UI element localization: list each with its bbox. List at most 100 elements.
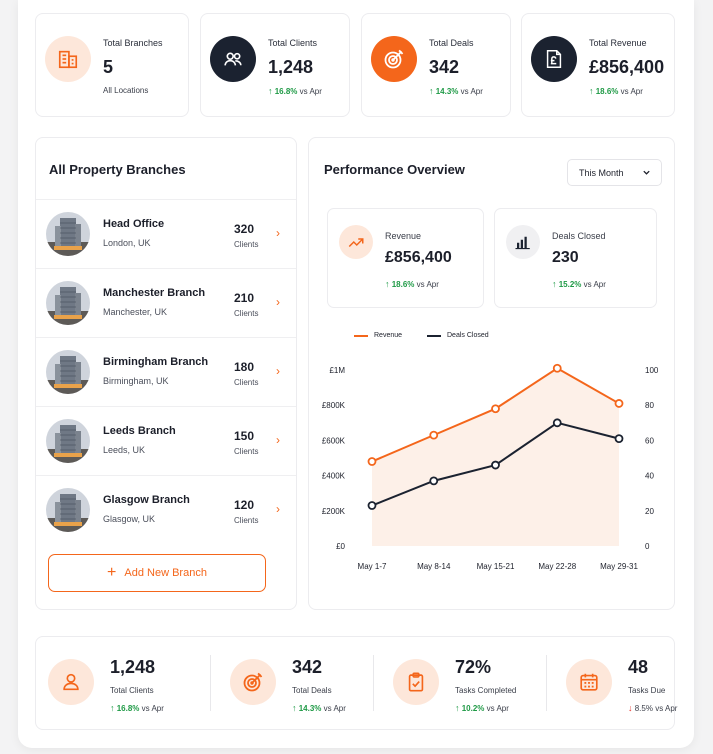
change-period: vs Apr xyxy=(299,87,322,96)
chevron-right-icon[interactable]: › xyxy=(276,502,280,516)
stat-value: 1,248 xyxy=(268,57,314,77)
change-period: vs Apr xyxy=(141,704,164,713)
legend-swatch xyxy=(354,334,368,337)
revenue-card[interactable]: Revenue £856,400 ↑ 18.6% vs Apr xyxy=(327,208,484,308)
summary-tasks-completed[interactable]: 72% Tasks Completed ↑ 10.2% vs Apr xyxy=(393,637,543,727)
branch-name: Birmingham Branch xyxy=(103,356,209,368)
y-right-tick-label: 100 xyxy=(645,366,659,375)
chevron-right-icon[interactable]: › xyxy=(276,433,280,447)
stat-card-total-clients[interactable]: Total Clients 1,248 ↑ 16.8% vs Apr xyxy=(200,13,350,117)
deals-closed-card[interactable]: Deals Closed 230 ↑ 15.2% vs Apr xyxy=(494,208,657,308)
deals-closed-point xyxy=(552,418,562,428)
trend-up-icon xyxy=(339,225,373,259)
chevron-right-icon[interactable]: › xyxy=(276,295,280,309)
revenue-value: £856,400 xyxy=(385,249,452,266)
deals-closed-point xyxy=(429,476,439,486)
period-select[interactable]: This Month xyxy=(567,159,662,186)
y-right-tick-label: 0 xyxy=(645,542,650,551)
change-period: vs Apr xyxy=(323,704,346,713)
branch-client-label: Clients xyxy=(234,378,259,387)
x-tick-label: May 8-14 xyxy=(417,562,451,571)
branch-row-glasgow[interactable]: Glasgow Branch Glasgow, UK 120 Clients › xyxy=(36,475,296,544)
y-right-tick-label: 80 xyxy=(645,401,654,410)
summary-label: Total Clients xyxy=(110,686,154,695)
stat-change: ↑ 16.8% vs Apr xyxy=(268,86,322,96)
revenue-area xyxy=(372,368,619,546)
add-branch-label: Add New Branch xyxy=(124,567,207,579)
divider xyxy=(210,655,211,711)
change-value: 18.6% xyxy=(391,280,415,289)
revenue-point xyxy=(552,363,562,373)
change-value: 16.8% xyxy=(274,87,298,96)
branch-location: London, UK xyxy=(103,238,151,248)
change-value: 14.3% xyxy=(435,87,459,96)
branch-client-label: Clients xyxy=(234,309,259,318)
branch-name: Glasgow Branch xyxy=(103,494,190,506)
summary-label: Tasks Due xyxy=(628,686,666,695)
stat-sub: All Locations xyxy=(103,86,149,95)
summary-total-deals[interactable]: 342 Total Deals ↑ 14.3% vs Apr xyxy=(230,637,380,727)
legend-label: Revenue xyxy=(374,332,403,339)
summary-change: ↓ 8.5% vs Apr xyxy=(628,703,677,713)
y-right-tick-label: 60 xyxy=(645,436,654,445)
arrow-up-icon: ↑ xyxy=(385,279,390,289)
change-period: vs Apr xyxy=(416,280,439,289)
target-icon xyxy=(371,36,417,82)
stat-label: Total Branches xyxy=(103,38,163,48)
chevron-right-icon[interactable]: › xyxy=(276,226,280,240)
branch-name: Manchester Branch xyxy=(103,287,206,299)
dashboard-page: Total Branches 5 All Locations Total Cli… xyxy=(18,0,694,748)
add-branch-button[interactable]: + Add New Branch xyxy=(48,554,266,592)
branch-location: Manchester, UK xyxy=(103,307,168,317)
stat-card-total-revenue[interactable]: Total Revenue £856,400 ↑ 18.6% vs Apr xyxy=(521,13,675,117)
revenue-point xyxy=(429,430,439,440)
deals-closed-label: Deals Closed xyxy=(552,231,606,241)
branch-location: Birmingham, UK xyxy=(103,376,169,386)
branch-client-label: Clients xyxy=(234,240,259,249)
stat-label: Total Clients xyxy=(268,38,318,48)
change-period: vs Apr xyxy=(583,280,606,289)
stat-card-total-deals[interactable]: Total Deals 342 ↑ 14.3% vs Apr xyxy=(361,13,511,117)
branch-client-count: 120 xyxy=(234,498,255,512)
building-icon xyxy=(45,36,91,82)
branches-panel: All Property Branches Head Office London… xyxy=(35,137,297,610)
revenue-change: ↑ 18.6% vs Apr xyxy=(385,279,439,289)
summary-label: Tasks Completed xyxy=(455,686,517,695)
legend-label: Deals Closed xyxy=(447,332,489,339)
clipboard-check-icon xyxy=(393,659,439,705)
summary-change: ↑ 16.8% vs Apr xyxy=(110,703,164,713)
chevron-right-icon[interactable]: › xyxy=(276,364,280,378)
branch-row-head-office[interactable]: Head Office London, UK 320 Clients › xyxy=(36,199,296,268)
revenue-point xyxy=(367,457,377,466)
target-icon xyxy=(230,659,276,705)
building-thumbnail xyxy=(46,419,90,463)
branch-client-count: 180 xyxy=(234,360,255,374)
arrow-up-icon: ↑ xyxy=(552,279,557,289)
arrow-up-icon: ↑ xyxy=(292,703,297,713)
summary-tasks-due[interactable]: 48 Tasks Due ↓ 8.5% vs Apr xyxy=(566,637,677,727)
stat-card-total-branches[interactable]: Total Branches 5 All Locations xyxy=(35,13,189,117)
deals-closed-point xyxy=(367,501,377,510)
arrow-up-icon: ↑ xyxy=(455,703,460,713)
pound-document-icon xyxy=(531,36,577,82)
summary-total-clients[interactable]: 1,248 Total Clients ↑ 16.8% vs Apr xyxy=(48,637,198,727)
y-right-tick-label: 20 xyxy=(645,507,654,516)
branches-title: All Property Branches xyxy=(49,162,186,177)
change-period: vs Apr xyxy=(655,704,678,713)
change-value: 8.5% xyxy=(634,704,653,713)
branch-client-count: 320 xyxy=(234,222,255,236)
change-value: 10.2% xyxy=(461,704,485,713)
plus-icon: + xyxy=(107,564,117,581)
deals-closed-point xyxy=(614,434,624,444)
change-period: vs Apr xyxy=(460,87,483,96)
branch-row-birmingham[interactable]: Birmingham Branch Birmingham, UK 180 Cli… xyxy=(36,337,296,406)
branch-row-leeds[interactable]: Leeds Branch Leeds, UK 150 Clients › xyxy=(36,406,296,475)
performance-title: Performance Overview xyxy=(324,162,465,177)
summary-change: ↑ 14.3% vs Apr xyxy=(292,703,346,713)
users-icon xyxy=(210,36,256,82)
bar-chart-icon xyxy=(506,225,540,259)
revenue-point xyxy=(491,404,500,414)
y-left-tick-label: £1M xyxy=(329,366,345,375)
stat-value: 5 xyxy=(103,57,114,77)
branch-row-manchester[interactable]: Manchester Branch Manchester, UK 210 Cli… xyxy=(36,268,296,337)
